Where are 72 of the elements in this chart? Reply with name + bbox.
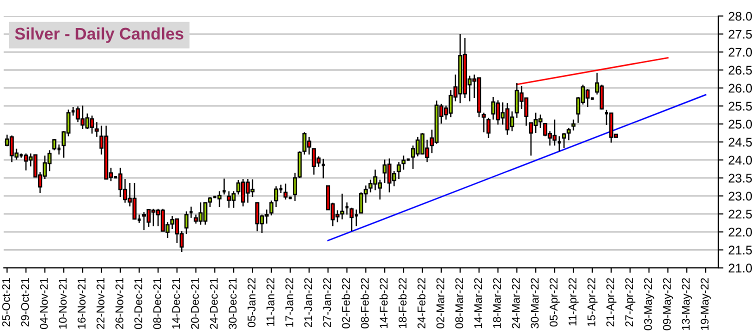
x-tick-label: 14-Feb-22 bbox=[379, 278, 388, 328]
y-tick-label: 27.0 bbox=[728, 48, 752, 57]
candlestick bbox=[284, 183, 288, 200]
x-tick-label: 09-May-22 bbox=[662, 278, 674, 330]
x-tick-label: 11-Apr-22 bbox=[568, 278, 579, 326]
x-tick-label: 19-May-22 bbox=[700, 278, 711, 330]
candlestick bbox=[571, 119, 576, 132]
x-tick-label: 13-May-22 bbox=[682, 278, 692, 330]
candlestick bbox=[350, 207, 354, 232]
x-tick-label: 08-Dec-21 bbox=[153, 278, 162, 330]
candlestick bbox=[486, 117, 491, 139]
x-tick-label: 30-Mar-22 bbox=[530, 278, 539, 328]
y-tick-label: 22.5 bbox=[728, 210, 752, 219]
x-tick-label: 20-Dec-21 bbox=[190, 278, 199, 329]
x-tick-label: 14-Dec-21 bbox=[172, 278, 180, 329]
x-tick-label: 05-Apr-22 bbox=[550, 278, 560, 327]
candlestick bbox=[94, 122, 99, 138]
candlestick bbox=[292, 172, 298, 202]
candlestick bbox=[274, 186, 278, 208]
candlestick bbox=[90, 115, 94, 134]
y-tick-label: 24.5 bbox=[728, 138, 752, 147]
candlestick bbox=[184, 210, 188, 235]
x-tick-label: 18-Mar-22 bbox=[493, 278, 501, 328]
y-tick-label: 26.5 bbox=[728, 66, 752, 75]
candlestick bbox=[528, 122, 534, 156]
candlestick bbox=[217, 190, 222, 208]
x-tick-label: 21-Jan-22 bbox=[304, 278, 312, 328]
x-tick-label: 03-May-22 bbox=[644, 278, 654, 330]
x-tick-label: 25-Oct-21 bbox=[2, 278, 10, 326]
x-tick-label: 05-Jan-22 bbox=[248, 278, 256, 328]
y-tick-label: 24.0 bbox=[728, 156, 752, 165]
x-tick-label: 02-Dec-21 bbox=[134, 278, 142, 330]
candlestick bbox=[482, 112, 486, 133]
x-tick-label: 17-Jan-22 bbox=[285, 278, 294, 327]
y-tick-label: 21.5 bbox=[728, 246, 752, 255]
y-tick-label: 27.5 bbox=[728, 30, 752, 39]
candlestick bbox=[566, 127, 571, 141]
candlestick bbox=[562, 132, 566, 149]
y-tick-label: 23.5 bbox=[728, 174, 752, 183]
x-tick-label: 27-Jan-22 bbox=[323, 278, 332, 328]
x-tick-label: 08-Feb-22 bbox=[360, 278, 369, 328]
y-tick-label: 21.0 bbox=[728, 264, 752, 273]
x-tick-label: 26-Nov-21 bbox=[115, 278, 124, 329]
x-tick-label: 15-Apr-22 bbox=[587, 278, 598, 326]
y-tick-label: 25.5 bbox=[728, 102, 752, 111]
y-tick-label: 23.0 bbox=[728, 192, 752, 201]
x-tick-label: 04-Nov-21 bbox=[40, 278, 48, 330]
x-tick-label: 21-Apr-22 bbox=[606, 278, 616, 326]
x-tick-label: 29-Oct-21 bbox=[21, 278, 29, 326]
text: Silver - Daily Candles bbox=[14, 27, 184, 43]
candlestick bbox=[269, 200, 274, 216]
x-tick-label: 08-Mar-22 bbox=[455, 278, 464, 328]
y-tick-label: 26.0 bbox=[728, 84, 752, 93]
x-tick-label: 27-Apr-22 bbox=[625, 278, 636, 326]
y-tick-label: 22.0 bbox=[728, 228, 752, 237]
x-tick-label: 02-Mar-22 bbox=[436, 278, 444, 328]
x-tick-label: 11-Jan-22 bbox=[266, 278, 274, 326]
x-tick-label: 30-Dec-21 bbox=[228, 278, 237, 330]
candlestick bbox=[396, 161, 401, 180]
x-tick-label: 22-Nov-21 bbox=[96, 278, 104, 329]
x-tick-label: 14-Mar-22 bbox=[474, 278, 482, 328]
x-tick-label: 10-Nov-21 bbox=[58, 278, 67, 329]
x-tick-label: 24-Mar-22 bbox=[512, 278, 520, 328]
candlestick bbox=[402, 154, 406, 170]
y-tick-label: 25.0 bbox=[728, 120, 752, 129]
x-tick-label: 24-Dec-21 bbox=[210, 278, 218, 329]
x-tick-label: 18-Feb-22 bbox=[398, 278, 407, 328]
x-tick-label: 16-Nov-21 bbox=[78, 278, 86, 329]
y-tick-label: 28.0 bbox=[728, 12, 752, 21]
candlestick bbox=[52, 138, 56, 151]
x-tick-label: 02-Feb-22 bbox=[342, 278, 350, 328]
x-tick-label: 24-Feb-22 bbox=[417, 278, 426, 328]
